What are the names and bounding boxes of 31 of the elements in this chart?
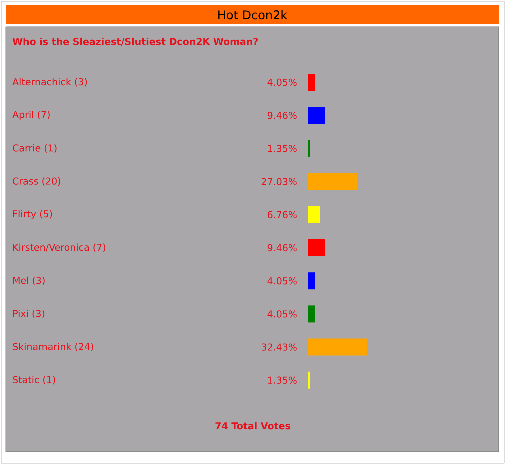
y-tick-label: Pixi (3) <box>13 310 45 318</box>
bar <box>308 173 358 190</box>
text: 74 Total Votes <box>216 422 290 430</box>
y-tick-label: Carrie (1) <box>13 144 57 153</box>
y-tick-label: Kirsten/Veronica (7) <box>13 244 106 252</box>
y-tick-label: Alternachick (3) <box>12 78 88 87</box>
y-tick-label: Flirty (5) <box>13 210 52 220</box>
bar <box>308 107 326 124</box>
bar <box>308 306 316 323</box>
data-label: 27.03% <box>262 178 297 186</box>
bar <box>308 272 316 290</box>
data-label: 4.05% <box>268 310 297 318</box>
data-label: 6.76% <box>268 211 297 218</box>
y-tick-label: Skinamarink (24) <box>13 343 94 352</box>
text: Who is the Sleaziest/Slutiest Dcon2K Woman? <box>12 38 258 46</box>
bar <box>308 338 367 356</box>
bar <box>308 240 326 256</box>
data-label: 9.46% <box>268 244 297 252</box>
y-tick-label: Mel (3) <box>13 276 45 286</box>
y-tick-label: April (7) <box>12 111 50 120</box>
y-tick-label: Static (1) <box>13 376 56 385</box>
data-label: 4.05% <box>268 78 297 86</box>
y-tick-label: Crass (20) <box>13 178 60 186</box>
data-label: 4.05% <box>268 277 297 285</box>
data-label: 1.35% <box>268 376 297 384</box>
bar <box>308 74 316 91</box>
bar <box>308 206 320 224</box>
chart-title: Hot Dcon2k <box>218 10 288 20</box>
data-label: 9.46% <box>268 112 297 120</box>
data-label: 32.43% <box>262 344 297 351</box>
data-label: 1.35% <box>268 145 297 152</box>
